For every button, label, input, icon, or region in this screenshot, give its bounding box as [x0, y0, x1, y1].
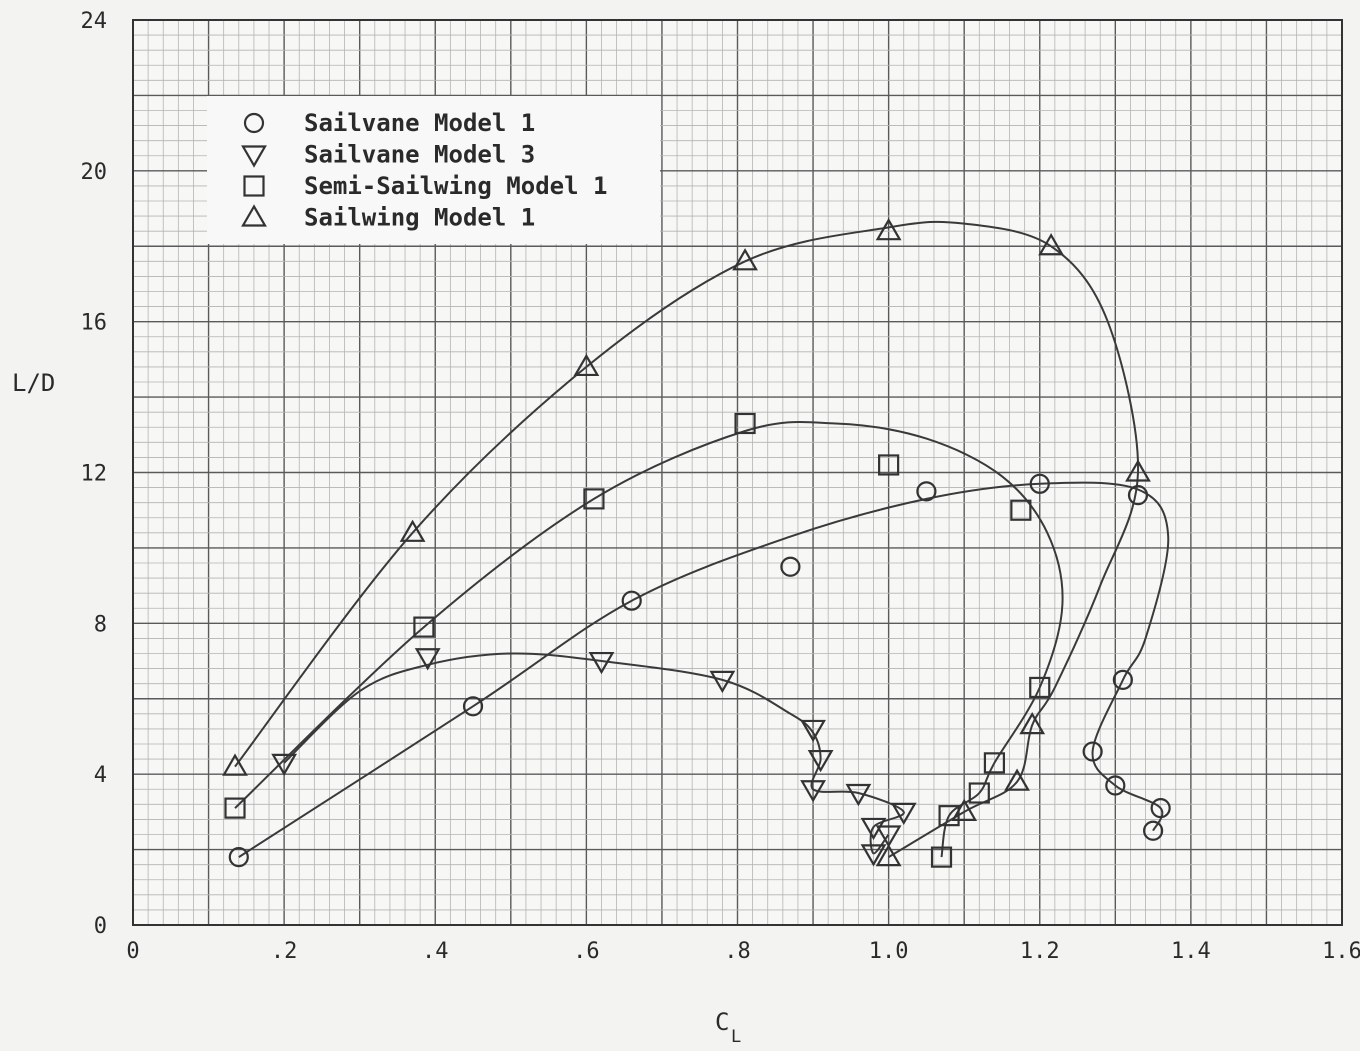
marker-sailvane-model-1 [916, 481, 937, 502]
marker-sailvane-model-3 [807, 749, 834, 773]
marker-sailwing-model-1 [1038, 233, 1064, 256]
marker-sailvane-model-3 [800, 780, 826, 803]
y-tick-label: 8 [94, 612, 107, 637]
legend-box [207, 96, 660, 244]
marker-sailwing-model-1 [1125, 459, 1151, 482]
legend-label-sailwing-model-1: Sailwing Model 1 [304, 204, 535, 232]
x-tick-label: 1.0 [869, 939, 909, 964]
y-axis-label: L/D [12, 369, 55, 397]
x-axis-label-subscript: L [731, 1027, 741, 1047]
marker-semi-sailwing-model-1 [583, 488, 605, 510]
marker-sailwing-model-1 [222, 753, 248, 776]
legend-symbol-sailvane-model-1 [243, 112, 265, 134]
marker-semi-sailwing-model-1 [968, 782, 990, 804]
legend-label-sailvane-model-3: Sailvane Model 3 [304, 141, 535, 169]
marker-semi-sailwing-model-1 [1010, 499, 1032, 521]
marker-sailwing-model-1 [1004, 768, 1030, 791]
marker-sailvane-model-3 [875, 825, 902, 848]
marker-sailwing-model-1 [732, 248, 758, 271]
legend-symbol-semi-sailwing-model-1 [243, 175, 265, 197]
y-tick-label: 24 [81, 9, 108, 34]
x-tick-label: .2 [271, 939, 298, 964]
marker-sailvane-model-3 [845, 783, 872, 807]
marker-sailwing-model-1 [875, 217, 902, 241]
y-tick-label: 4 [94, 763, 107, 788]
marker-sailvane-model-1 [1082, 741, 1103, 762]
legend-symbol-sailwing-model-1 [241, 204, 267, 227]
marker-semi-sailwing-model-1 [938, 805, 960, 827]
marker-semi-sailwing-model-1 [413, 616, 435, 638]
marker-semi-sailwing-model-1 [930, 846, 953, 868]
x-axis-label: C [715, 1008, 729, 1036]
legend-label-semi-sailwing-model-1: Semi-Sailwing Model 1 [304, 172, 607, 200]
marker-sailvane-model-1 [1142, 820, 1164, 841]
curve-sailwing-model-1 [234, 220, 1140, 858]
marker-sailvane-model-3 [860, 844, 887, 867]
legend: Sailvane Model 1 Sailvane Model 3 Semi-Sai… [207, 96, 660, 244]
marker-sailvane-model-1 [1112, 669, 1133, 690]
marker-sailwing-model-1 [1019, 711, 1046, 735]
grid [133, 20, 1342, 925]
x-tick-labels: 0 .2 .4 .6 .8 1.0 1.2 1.4 1.6 [126, 939, 1360, 964]
marker-sailvane-model-3 [800, 719, 826, 743]
marker-semi-sailwing-model-1 [734, 412, 756, 435]
marker-sailvane-model-3 [890, 802, 917, 826]
x-tick-label: .4 [422, 939, 449, 964]
marker-sailvane-model-1 [1029, 473, 1050, 494]
y-tick-label: 0 [94, 914, 107, 939]
marker-semi-sailwing-model-1 [1029, 676, 1051, 699]
marker-semi-sailwing-model-1 [983, 752, 1006, 774]
y-tick-labels: 0 4 8 12 16 20 24 [81, 9, 108, 939]
marker-sailvane-model-1 [780, 556, 801, 577]
marker-sailvane-model-3 [414, 648, 441, 671]
x-tick-label: 1.4 [1171, 939, 1211, 964]
plot-frame [132, 19, 1343, 926]
x-tick-label: .8 [724, 939, 751, 964]
legend-symbol-sailvane-model-3 [241, 145, 267, 168]
x-tick-label: .6 [573, 939, 600, 964]
marker-sailvane-model-1 [462, 696, 484, 717]
marker-sailvane-model-1 [1127, 485, 1149, 506]
legend-label-sailvane-model-1: Sailvane Model 1 [304, 109, 535, 137]
marker-sailwing-model-1 [399, 519, 426, 542]
marker-sailvane-model-3 [709, 670, 736, 694]
marker-sailvane-model-3 [271, 753, 298, 777]
marker-sailvane-model-1 [1150, 798, 1171, 819]
x-tick-label: 1.2 [1020, 939, 1060, 964]
marker-semi-sailwing-model-1 [878, 454, 900, 476]
marker-sailvane-model-1 [1105, 775, 1126, 796]
y-tick-label: 20 [81, 160, 108, 185]
x-tick-label: 0 [126, 939, 139, 964]
y-tick-label: 12 [81, 462, 108, 487]
markers [222, 217, 1171, 868]
x-tick-label: 1.6 [1322, 939, 1360, 964]
marker-sailvane-model-1 [228, 847, 249, 868]
marker-sailvane-model-3 [588, 651, 615, 675]
y-tick-label: 16 [81, 311, 108, 336]
marker-sailwing-model-1 [951, 798, 978, 821]
marker-sailwing-model-1 [875, 843, 902, 867]
marker-sailwing-model-1 [573, 353, 600, 377]
marker-sailvane-model-1 [621, 590, 642, 611]
marker-semi-sailwing-model-1 [224, 797, 246, 819]
